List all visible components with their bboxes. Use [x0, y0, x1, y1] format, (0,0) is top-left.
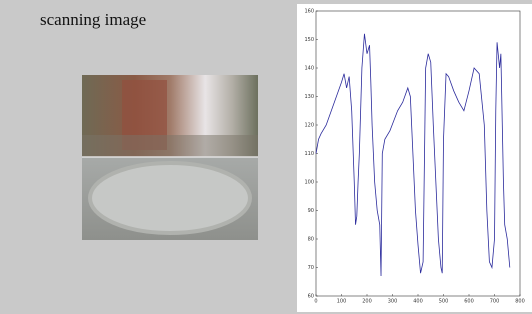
x-tick-label: 700: [490, 299, 500, 305]
y-tick-label: 70: [308, 265, 314, 271]
y-tick-label: 80: [308, 237, 314, 243]
y-tick-label: 130: [304, 94, 314, 100]
y-tick-label: 150: [304, 37, 314, 43]
slide: scanning image 6070809010011012013014015…: [0, 0, 532, 314]
x-tick-label: 600: [464, 299, 474, 305]
y-tick-label: 120: [304, 123, 314, 129]
x-tick-label: 0: [314, 299, 317, 305]
x-tick-label: 100: [337, 299, 347, 305]
x-tick-label: 800: [515, 299, 525, 305]
x-tick-label: 400: [413, 299, 423, 305]
y-tick-label: 60: [308, 294, 314, 300]
x-tick-label: 200: [362, 299, 372, 305]
x-tick-label: 300: [388, 299, 398, 305]
y-tick-label: 100: [304, 180, 314, 186]
y-tick-label: 160: [304, 9, 314, 15]
y-tick-label: 110: [304, 151, 314, 157]
chart: 60 70 80 90 100 110 120 130 140 150 160 0 100 200 300 4…: [0, 0, 532, 314]
y-tick-label: 140: [304, 66, 314, 72]
y-tick-label: 90: [308, 208, 314, 214]
x-tick-label: 500: [439, 299, 449, 305]
